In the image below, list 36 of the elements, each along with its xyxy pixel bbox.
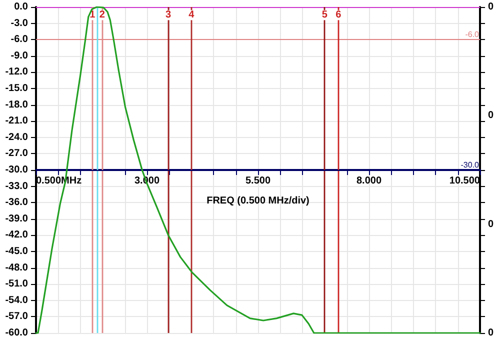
y-tick-label: -18.0 — [5, 99, 28, 110]
y-tick-label: -51.0 — [5, 278, 28, 290]
text: 0 — [488, 218, 494, 230]
ref-line-label: -30.0 — [460, 160, 480, 170]
x-tick-label: 5.500 — [245, 176, 271, 186]
x-tick-label: 10.500 — [449, 176, 480, 186]
text: 0 — [488, 2, 494, 12]
text: 0 — [488, 110, 494, 122]
x-axis-title: FREQ (0.500 MHz/div) — [206, 196, 310, 206]
y-tick-label: -33.0 — [5, 180, 28, 192]
y-tick-label: -45.0 — [5, 246, 28, 257]
y-tick-label: -42.0 — [5, 230, 28, 241]
y-tick-label: -3.0 — [10, 18, 28, 29]
y-tick-label: -27.0 — [5, 148, 28, 160]
y-tick-label: -36.0 — [5, 197, 28, 208]
y-tick-label: -21.0 — [5, 116, 28, 127]
annotation: 4 — [188, 10, 195, 21]
y-tick-label: -54.0 — [5, 294, 28, 306]
y-tick-label: -30.0 — [5, 164, 28, 176]
y-tick-label: -12.0 — [5, 66, 28, 78]
annotation: 2 — [99, 10, 106, 21]
text: 0 — [488, 328, 494, 338]
y-tick-label: -24.0 — [5, 132, 28, 143]
y-tick-label: -60.0 — [5, 328, 28, 338]
y-tick-label: -39.0 — [5, 213, 28, 224]
y-tick-label: -6.0 — [10, 34, 28, 46]
ref-line-label: -6.0 — [465, 30, 480, 40]
y-tick-label: -48.0 — [5, 262, 28, 274]
annotation: 3 — [166, 10, 172, 21]
y-tick-label: -9.0 — [10, 50, 28, 62]
y-tick-label: 0.0 — [14, 2, 28, 12]
x-tick-label: 8.000 — [356, 176, 382, 186]
y-tick-label: -15.0 — [5, 83, 28, 94]
annotation: 5 — [322, 10, 328, 21]
y-tick-label: -57.0 — [5, 311, 28, 322]
annotation: 6 — [336, 10, 342, 21]
